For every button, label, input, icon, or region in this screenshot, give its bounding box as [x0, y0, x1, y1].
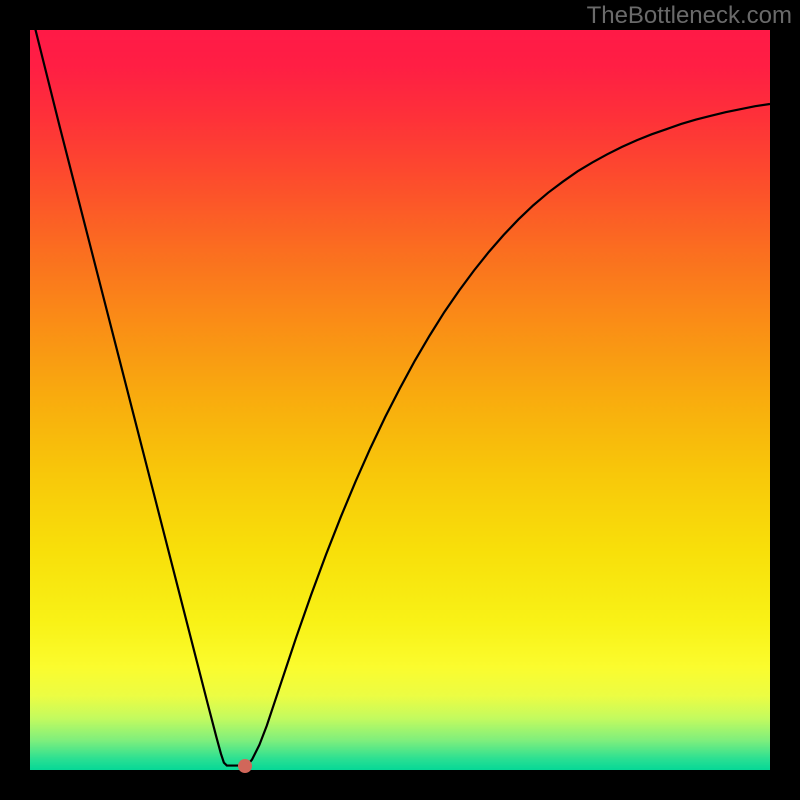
curve-layer	[30, 30, 770, 770]
bottleneck-curve	[30, 30, 770, 766]
optimum-marker	[238, 759, 252, 773]
watermark-text: TheBottleneck.com	[587, 2, 792, 30]
chart-container: TheBottleneck.com	[0, 0, 800, 800]
